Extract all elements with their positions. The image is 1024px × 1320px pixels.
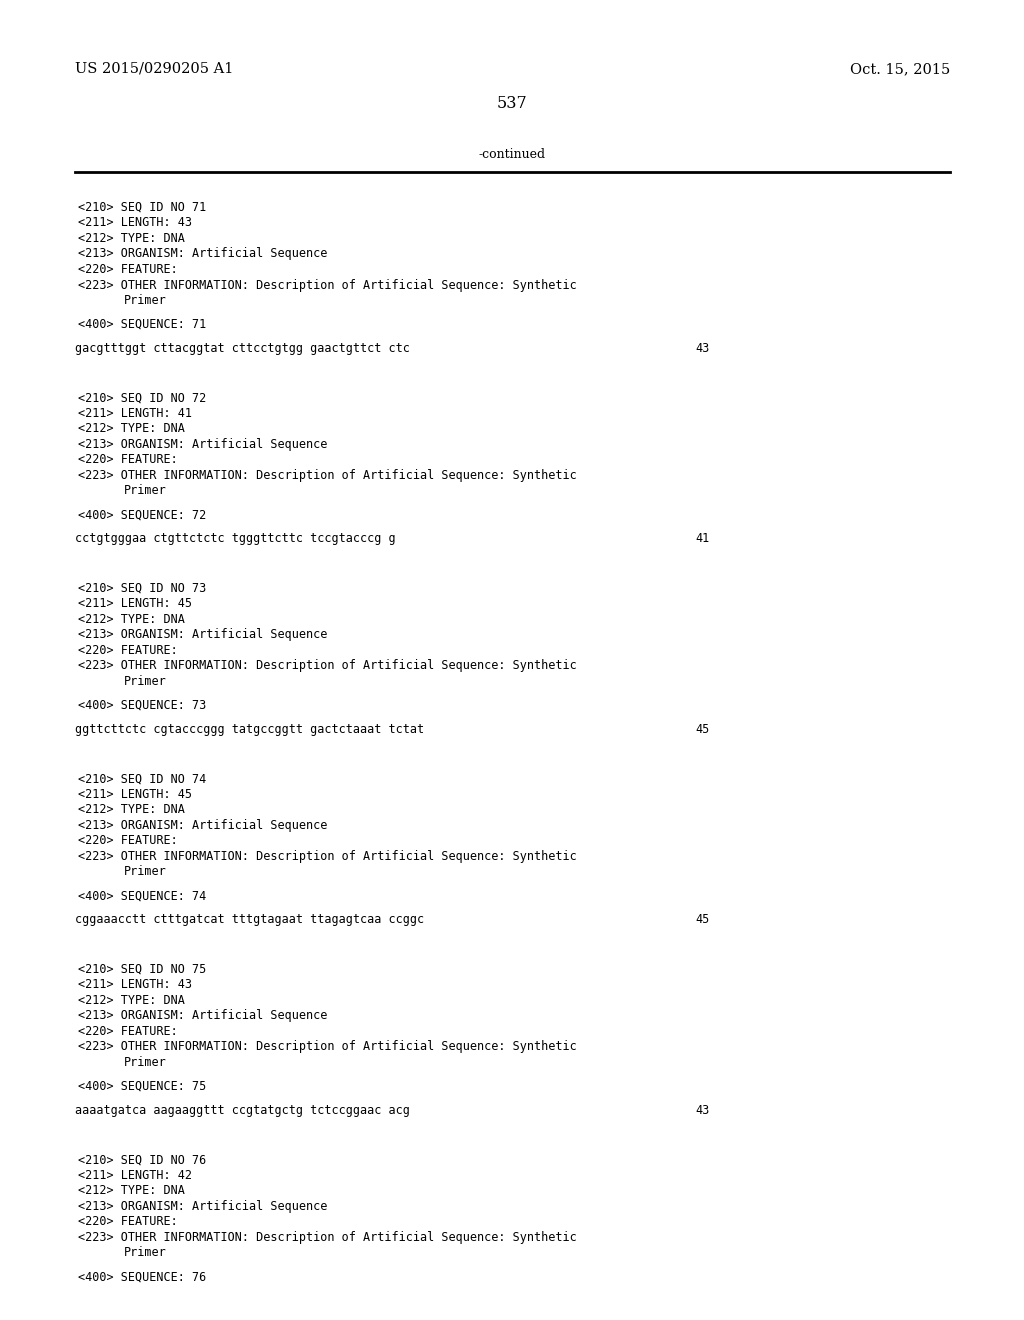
Text: <213> ORGANISM: Artificial Sequence: <213> ORGANISM: Artificial Sequence [78,628,328,642]
Text: 45: 45 [695,913,710,927]
Text: Primer: Primer [124,1056,167,1069]
Text: <211> LENGTH: 43: <211> LENGTH: 43 [78,216,193,230]
Text: <213> ORGANISM: Artificial Sequence: <213> ORGANISM: Artificial Sequence [78,438,328,451]
Text: ggttcttctc cgtacccggg tatgccggtt gactctaaat tctat: ggttcttctc cgtacccggg tatgccggtt gactcta… [75,723,424,737]
Text: 45: 45 [695,723,710,737]
Text: <220> FEATURE:: <220> FEATURE: [78,263,178,276]
Text: <220> FEATURE:: <220> FEATURE: [78,644,178,657]
Text: <211> LENGTH: 42: <211> LENGTH: 42 [78,1168,193,1181]
Text: <400> SEQUENCE: 73: <400> SEQUENCE: 73 [78,698,206,711]
Text: <211> LENGTH: 45: <211> LENGTH: 45 [78,598,193,610]
Text: <213> ORGANISM: Artificial Sequence: <213> ORGANISM: Artificial Sequence [78,1200,328,1213]
Text: -continued: -continued [478,148,546,161]
Text: <211> LENGTH: 41: <211> LENGTH: 41 [78,407,193,420]
Text: Primer: Primer [124,294,167,308]
Text: 41: 41 [695,532,710,545]
Text: gacgtttggt cttacggtat cttcctgtgg gaactgttct ctc: gacgtttggt cttacggtat cttcctgtgg gaactgt… [75,342,410,355]
Text: <210> SEQ ID NO 72: <210> SEQ ID NO 72 [78,392,206,404]
Text: <220> FEATURE:: <220> FEATURE: [78,834,178,847]
Text: 43: 43 [695,342,710,355]
Text: aaaatgatca aagaaggttt ccgtatgctg tctccggaac acg: aaaatgatca aagaaggttt ccgtatgctg tctccgg… [75,1104,410,1117]
Text: <212> TYPE: DNA: <212> TYPE: DNA [78,232,185,246]
Text: Primer: Primer [124,675,167,688]
Text: <220> FEATURE:: <220> FEATURE: [78,1216,178,1228]
Text: <220> FEATURE:: <220> FEATURE: [78,454,178,466]
Text: <210> SEQ ID NO 71: <210> SEQ ID NO 71 [78,201,206,214]
Text: <212> TYPE: DNA: <212> TYPE: DNA [78,1184,185,1197]
Text: <223> OTHER INFORMATION: Description of Artificial Sequence: Synthetic: <223> OTHER INFORMATION: Description of … [78,1230,577,1243]
Text: <223> OTHER INFORMATION: Description of Artificial Sequence: Synthetic: <223> OTHER INFORMATION: Description of … [78,1040,577,1053]
Text: <213> ORGANISM: Artificial Sequence: <213> ORGANISM: Artificial Sequence [78,248,328,260]
Text: <210> SEQ ID NO 74: <210> SEQ ID NO 74 [78,772,206,785]
Text: <220> FEATURE:: <220> FEATURE: [78,1024,178,1038]
Text: <213> ORGANISM: Artificial Sequence: <213> ORGANISM: Artificial Sequence [78,1010,328,1022]
Text: <212> TYPE: DNA: <212> TYPE: DNA [78,612,185,626]
Text: <211> LENGTH: 45: <211> LENGTH: 45 [78,788,193,801]
Text: Oct. 15, 2015: Oct. 15, 2015 [850,62,950,77]
Text: <223> OTHER INFORMATION: Description of Artificial Sequence: Synthetic: <223> OTHER INFORMATION: Description of … [78,660,577,672]
Text: <400> SEQUENCE: 71: <400> SEQUENCE: 71 [78,318,206,331]
Text: <400> SEQUENCE: 74: <400> SEQUENCE: 74 [78,890,206,903]
Text: Primer: Primer [124,1246,167,1259]
Text: <223> OTHER INFORMATION: Description of Artificial Sequence: Synthetic: <223> OTHER INFORMATION: Description of … [78,469,577,482]
Text: <213> ORGANISM: Artificial Sequence: <213> ORGANISM: Artificial Sequence [78,818,328,832]
Text: <210> SEQ ID NO 75: <210> SEQ ID NO 75 [78,962,206,975]
Text: <400> SEQUENCE: 72: <400> SEQUENCE: 72 [78,508,206,521]
Text: <223> OTHER INFORMATION: Description of Artificial Sequence: Synthetic: <223> OTHER INFORMATION: Description of … [78,850,577,863]
Text: <400> SEQUENCE: 75: <400> SEQUENCE: 75 [78,1080,206,1093]
Text: cctgtgggaa ctgttctctc tgggttcttc tccgtacccg g: cctgtgggaa ctgttctctc tgggttcttc tccgtac… [75,532,395,545]
Text: 537: 537 [497,95,527,112]
Text: <223> OTHER INFORMATION: Description of Artificial Sequence: Synthetic: <223> OTHER INFORMATION: Description of … [78,279,577,292]
Text: US 2015/0290205 A1: US 2015/0290205 A1 [75,62,233,77]
Text: <400> SEQUENCE: 76: <400> SEQUENCE: 76 [78,1270,206,1283]
Text: <212> TYPE: DNA: <212> TYPE: DNA [78,994,185,1007]
Text: <212> TYPE: DNA: <212> TYPE: DNA [78,422,185,436]
Text: cggaaacctt ctttgatcat tttgtagaat ttagagtcaa ccggc: cggaaacctt ctttgatcat tttgtagaat ttagagt… [75,913,424,927]
Text: <210> SEQ ID NO 73: <210> SEQ ID NO 73 [78,582,206,595]
Text: Primer: Primer [124,484,167,498]
Text: <210> SEQ ID NO 76: <210> SEQ ID NO 76 [78,1154,206,1167]
Text: Primer: Primer [124,866,167,878]
Text: 43: 43 [695,1104,710,1117]
Text: <211> LENGTH: 43: <211> LENGTH: 43 [78,978,193,991]
Text: <212> TYPE: DNA: <212> TYPE: DNA [78,804,185,816]
